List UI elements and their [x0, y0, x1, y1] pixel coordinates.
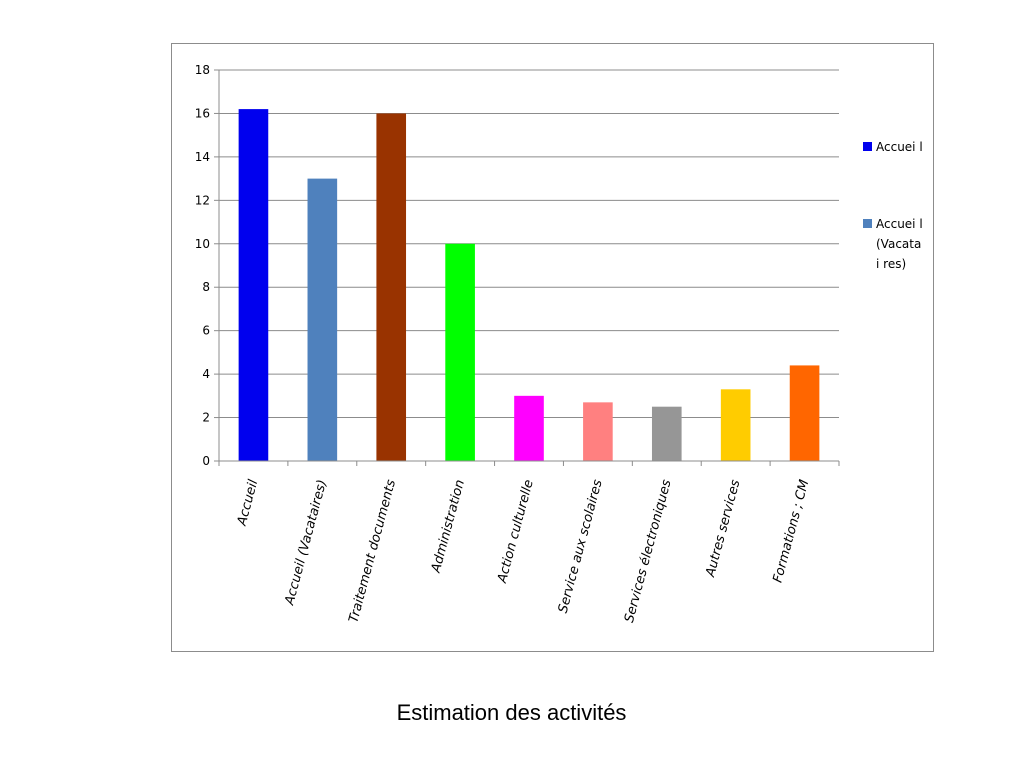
y-tick-label: 16: [195, 106, 210, 120]
x-tick-label: Formations ; CM: [770, 478, 812, 584]
y-tick-label: 8: [202, 280, 210, 294]
bar: [307, 178, 338, 461]
x-tick-label: Autres services: [703, 478, 744, 579]
legend-label: Accuei l: [876, 140, 923, 154]
legend-label: (Vacata: [876, 237, 921, 251]
y-tick-label: 10: [195, 237, 210, 251]
x-tick-label: Services électroniques: [622, 478, 675, 624]
x-tick-label: Service aux scolaires: [556, 478, 606, 615]
legend-swatch: [863, 219, 872, 228]
chart-caption: Estimation des activités: [396, 700, 627, 725]
bar: [583, 402, 613, 461]
y-tick-label: 2: [202, 411, 210, 425]
bar: [514, 395, 544, 461]
chart-frame: 0 2 4 6 8 10 12 14 16 18 Accueil Accueil (Vacataire…: [171, 43, 934, 652]
bar: [376, 113, 407, 461]
x-tick-label: Accueil: [234, 478, 261, 528]
x-tick-label: Administration: [429, 478, 468, 575]
bar: [445, 243, 475, 461]
x-tick-label: Accueil (Vacataires): [282, 478, 330, 607]
bar: [720, 389, 751, 461]
y-tick-label: 6: [202, 324, 210, 338]
legend-swatch: [863, 142, 872, 151]
legend-label: Accuei l: [876, 217, 923, 231]
y-tick-label: 14: [195, 150, 210, 164]
y-tick-label: 0: [202, 454, 210, 468]
y-tick-label: 12: [195, 193, 210, 207]
y-tick-label: 4: [202, 367, 210, 381]
y-tick-label: 18: [195, 63, 210, 77]
x-tick-label: Traitement documents: [346, 478, 399, 625]
x-tick-label: Action culturelle: [495, 478, 537, 585]
bar: [789, 365, 820, 461]
bar: [651, 406, 682, 461]
legend-label: i res): [876, 257, 906, 271]
bar: [238, 109, 269, 461]
bar-chart: 0 2 4 6 8 10 12 14 16 18 Accueil Accueil (Vacataire…: [195, 63, 923, 625]
